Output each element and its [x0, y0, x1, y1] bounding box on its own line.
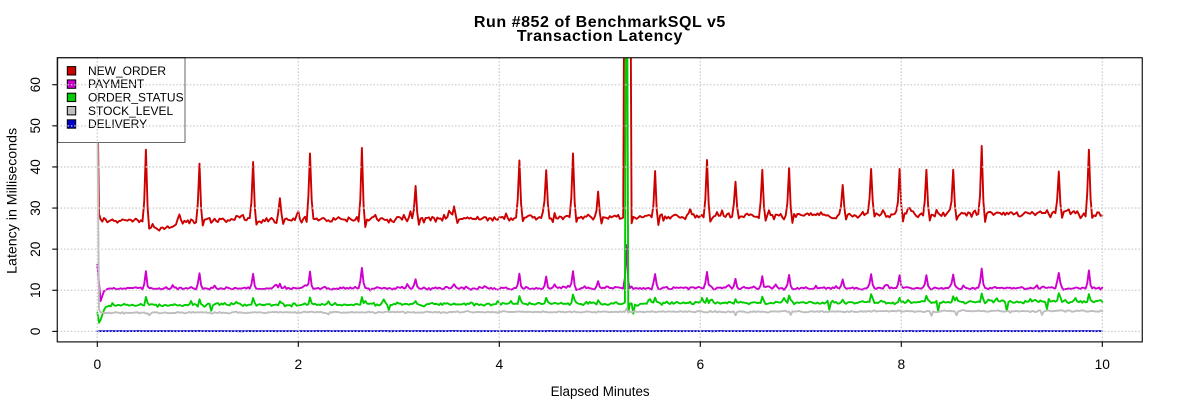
svg-text:STOCK_LEVEL: STOCK_LEVEL	[88, 104, 173, 118]
svg-text:50: 50	[28, 118, 43, 134]
svg-text:Latency in Milliseconds: Latency in Milliseconds	[5, 128, 21, 274]
svg-text:Elapsed Minutes: Elapsed Minutes	[551, 384, 650, 399]
svg-text:60: 60	[28, 77, 43, 93]
svg-text:Run #852 of BenchmarkSQL v5: Run #852 of BenchmarkSQL v5	[474, 14, 726, 31]
svg-text:ORDER_STATUS: ORDER_STATUS	[88, 91, 184, 105]
svg-text:0: 0	[93, 357, 101, 372]
svg-text:10: 10	[1095, 357, 1111, 372]
svg-text:4: 4	[495, 357, 503, 372]
svg-text:Transaction Latency: Transaction Latency	[517, 28, 683, 45]
svg-text:2: 2	[294, 357, 302, 372]
svg-text:30: 30	[28, 200, 43, 216]
svg-text:10: 10	[28, 282, 43, 298]
svg-text:20: 20	[28, 241, 43, 257]
svg-text:6: 6	[696, 357, 704, 372]
svg-text:NEW_ORDER: NEW_ORDER	[88, 64, 166, 78]
svg-text:DELIVERY: DELIVERY	[88, 117, 147, 131]
svg-text:8: 8	[897, 357, 905, 372]
svg-text:0: 0	[28, 327, 43, 335]
svg-text:40: 40	[28, 159, 43, 175]
